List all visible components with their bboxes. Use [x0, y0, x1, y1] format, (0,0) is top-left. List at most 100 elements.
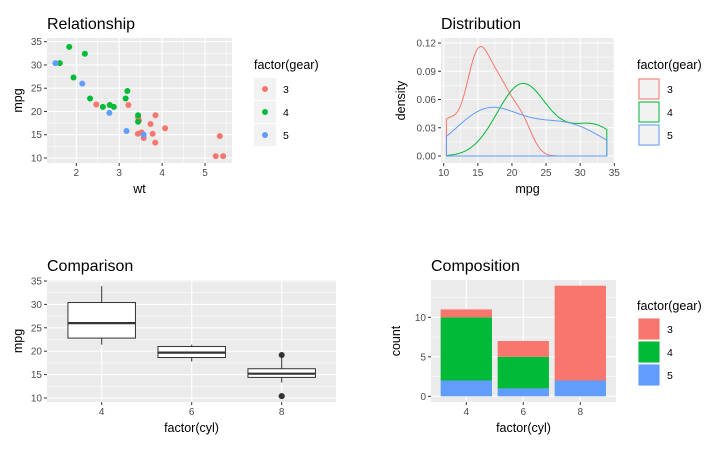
- x-tick-label: 25: [540, 168, 552, 179]
- density-curve-gear-4: [445, 82, 608, 157]
- scatter-point-gear-4: [87, 95, 94, 102]
- scatter-point-gear-4: [70, 74, 77, 81]
- chart-title: Relationship: [47, 16, 135, 33]
- y-tick-label: 5: [420, 352, 426, 363]
- legend-key-5: 5: [254, 124, 289, 146]
- chart-boxplot-2: 4 6 8 10 15 20 25 30 35 Comparison factor(cyl) mpg: [11, 258, 336, 435]
- legend-line-symbol: [638, 101, 660, 123]
- chart-area-1: 10 15 20 25 30 35 0.00 0.03 0.06 0.09 0.12 Distribu…: [394, 16, 620, 196]
- legend-label: 5: [667, 130, 673, 142]
- bar-cyl-6-gear-5: [497, 388, 549, 397]
- legend-key-5: 5: [638, 364, 673, 386]
- scatter-point-gear-4: [124, 88, 131, 95]
- legend-label: 5: [283, 130, 289, 142]
- x-tick-label: 20: [506, 168, 518, 179]
- legend-key-background: [638, 78, 660, 100]
- legend-key-background: [638, 101, 660, 123]
- x-tick-label: 6: [521, 407, 527, 418]
- legend-key-3: 3: [254, 78, 289, 100]
- scatter-point-gear-4: [135, 112, 142, 119]
- chart-bar-3: 4 6 8 0 5 10 Composition factor(cyl) count: [389, 258, 616, 435]
- scatter-point-gear-4: [106, 101, 113, 108]
- chart-title: Comparison: [47, 258, 133, 275]
- legend-key-4: 4: [638, 341, 673, 363]
- y-tick-label: 0.06: [417, 95, 437, 106]
- scatter-point-gear-3: [216, 133, 223, 140]
- scatter-point-gear-5: [79, 80, 86, 87]
- boxplot-cyl-8: [247, 351, 316, 400]
- legend-label: 4: [667, 347, 673, 359]
- legend-title: factor(gear): [637, 299, 702, 313]
- legend-line-symbol: [638, 124, 660, 146]
- y-axis-title: count: [389, 325, 403, 356]
- scatter-point-gear-3: [93, 101, 100, 108]
- legend-title: factor(gear): [637, 58, 702, 72]
- scatter-point-gear-3: [149, 130, 156, 137]
- x-tick-label: 8: [578, 407, 584, 418]
- x-tick-label: 3: [116, 168, 122, 179]
- legend-point-symbol: [262, 86, 268, 92]
- y-tick-label: 0.09: [417, 67, 437, 78]
- chart-title: Composition: [431, 258, 520, 275]
- y-axis-title: density: [394, 80, 408, 120]
- x-axis-title: factor(cyl): [164, 421, 219, 435]
- legend-key-4: 4: [254, 101, 289, 123]
- x-tick-label: 4: [99, 407, 105, 418]
- legend-1: factor(gear) 3 4 5: [637, 58, 702, 146]
- legend-fill-symbol: [638, 318, 660, 340]
- bar-cyl-8-gear-5: [554, 380, 606, 397]
- legend-label: 5: [667, 370, 673, 382]
- scatter-point-gear-4: [81, 50, 88, 57]
- legend-label: 3: [667, 84, 673, 96]
- legend-line-symbol: [638, 78, 660, 100]
- legend-point-symbol: [262, 109, 268, 115]
- x-tick-label: 10: [438, 168, 450, 179]
- legend-point-symbol: [262, 132, 268, 138]
- bar-cyl-4-gear-3: [440, 309, 492, 318]
- x-tick-label: 35: [609, 168, 621, 179]
- scatter-point-gear-4: [66, 43, 73, 50]
- scatter-point-gear-5: [140, 131, 147, 138]
- scatter-point-gear-4: [135, 118, 142, 125]
- scatter-point-gear-3: [152, 112, 159, 119]
- legend-fill-symbol: [638, 364, 660, 386]
- bar-cyl-6-gear-4: [497, 356, 549, 389]
- legend-label: 3: [283, 84, 289, 96]
- x-tick-label: 5: [202, 168, 208, 179]
- x-tick-label: 6: [189, 407, 195, 418]
- y-tick-label: 35: [31, 37, 43, 48]
- y-tick-label: 0.03: [417, 123, 437, 134]
- legend-key-background: [638, 124, 660, 146]
- legend-label: 4: [283, 107, 289, 119]
- scatter-point-gear-4: [99, 103, 106, 110]
- y-tick-label: 35: [31, 277, 43, 288]
- y-tick-label: 25: [31, 323, 43, 334]
- chart-title: Distribution: [441, 16, 521, 33]
- y-tick-label: 0.00: [417, 152, 437, 163]
- x-tick-label: 2: [74, 168, 80, 179]
- y-tick-label: 0.12: [417, 39, 437, 50]
- box: [67, 302, 136, 339]
- legend-key-3: 3: [638, 78, 673, 100]
- x-tick-label: 8: [279, 407, 285, 418]
- legend-key-4: 4: [638, 101, 673, 123]
- x-axis-title: wt: [132, 182, 146, 196]
- x-tick-label: 4: [159, 168, 165, 179]
- legend-key-5: 5: [638, 124, 673, 146]
- x-axis-title: factor(cyl): [496, 421, 551, 435]
- x-axis-title: mpg: [515, 182, 539, 196]
- y-tick-label: 15: [31, 130, 43, 141]
- x-tick-label: 15: [472, 168, 484, 179]
- y-axis-title: mpg: [11, 88, 25, 112]
- scatter-point-gear-3: [125, 101, 132, 108]
- scatter-point-gear-4: [56, 60, 63, 67]
- bar-cyl-4-gear-5: [440, 380, 492, 397]
- y-tick-label: 10: [31, 154, 43, 165]
- legend-title: factor(gear): [254, 58, 319, 72]
- y-tick-label: 10: [31, 394, 43, 405]
- y-tick-label: 15: [31, 370, 43, 381]
- scatter-point-gear-5: [52, 60, 59, 67]
- outlier-point: [278, 351, 285, 358]
- legend-fill-symbol: [638, 341, 660, 363]
